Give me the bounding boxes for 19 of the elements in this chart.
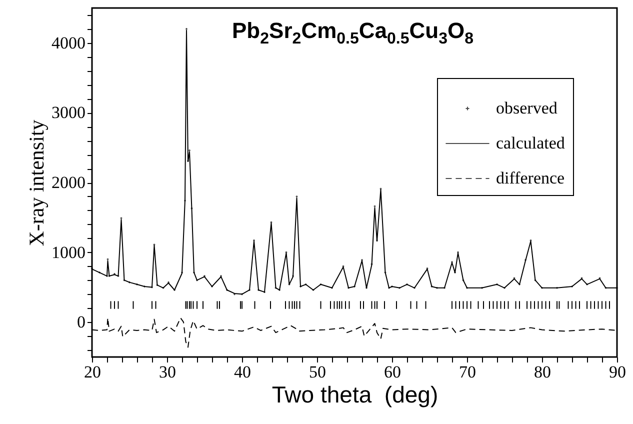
x-tick-label: 80 (534, 362, 551, 382)
legend-label: observed (496, 98, 558, 118)
x-tick-label: 70 (459, 362, 476, 382)
x-axis-title: Two theta (deg) (272, 382, 438, 408)
y-tick-label: 4000 (52, 33, 86, 52)
x-tick-label: 50 (309, 362, 326, 382)
x-tick-label: 30 (159, 362, 176, 382)
x-tick-label: 20 (84, 362, 101, 382)
legend-label: calculated (496, 134, 566, 152)
legend-label: difference (496, 168, 565, 188)
x-tick-label: 60 (384, 362, 401, 382)
x-tick-label: 90 (609, 362, 626, 382)
y-axis-title: X-ray intensity (24, 119, 48, 246)
y-tick-label: 2000 (52, 173, 86, 192)
chart-title: Pb$_{2}$Sr$_{2}$Cm$_{0.5}$Ca$_{0.5}$Cu$_{3}$O$_{8}$ (232, 18, 474, 48)
x-tick-label: 40 (234, 362, 251, 382)
y-tick-label: 1000 (52, 242, 86, 262)
y-tick-label: 3000 (52, 103, 86, 122)
y-tick-label: 0 (77, 312, 86, 332)
